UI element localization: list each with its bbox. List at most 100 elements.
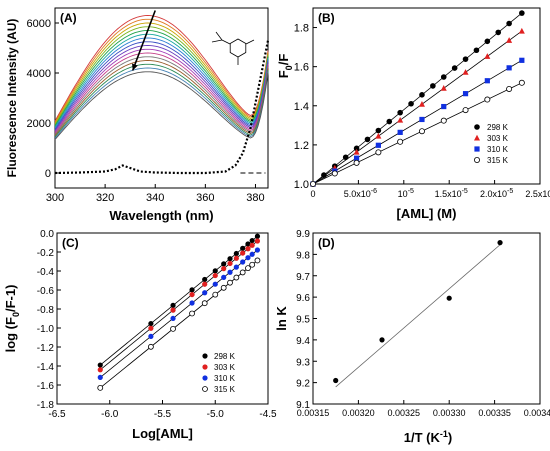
legend-label: 303 K xyxy=(487,134,509,143)
data-point xyxy=(97,367,103,373)
y-tick-label: 9.2 xyxy=(296,379,310,390)
x-axis-label-part: -1 xyxy=(440,429,448,439)
legend-label: 315 K xyxy=(487,156,509,165)
data-point xyxy=(212,291,219,298)
y-tick-label: 1.0 xyxy=(294,179,309,191)
data-point xyxy=(375,149,382,156)
data-point xyxy=(189,287,195,293)
y-axis-label-part: log (F xyxy=(3,317,18,352)
data-point xyxy=(397,116,404,123)
data-point xyxy=(227,260,233,267)
x-tick-label: -5.0 xyxy=(207,409,225,420)
spectrum-curve xyxy=(54,52,269,134)
tick-exp: -6 xyxy=(371,188,377,195)
data-point xyxy=(506,65,512,71)
data-point xyxy=(333,377,339,384)
x-tick-label: 0.00320 xyxy=(342,408,375,418)
x-axis-label: Log[AML] xyxy=(132,426,193,441)
panel-label: (C) xyxy=(62,236,79,250)
bond xyxy=(215,31,223,41)
legend-marker xyxy=(202,353,208,359)
data-point xyxy=(189,300,195,306)
x-axis-label: Wavelength (nm) xyxy=(109,208,213,223)
tick-exp: -5 xyxy=(462,188,468,195)
data-point xyxy=(462,91,469,97)
data-point xyxy=(202,276,208,283)
data-point xyxy=(254,233,261,239)
legend-label: 315 K xyxy=(214,385,236,394)
data-point xyxy=(221,266,227,272)
data-point xyxy=(254,247,261,253)
y-tick-label: 4000 xyxy=(27,68,51,80)
data-point xyxy=(375,132,382,139)
tick-base: 10 xyxy=(398,189,408,199)
data-point xyxy=(239,269,246,276)
data-point xyxy=(148,325,154,331)
data-point xyxy=(519,57,525,63)
x-tick-label: 0.00315 xyxy=(297,408,330,418)
tick-base: 1.5x10 xyxy=(435,189,462,199)
y-tick-label: -1.0 xyxy=(37,324,55,335)
data-point xyxy=(473,47,480,54)
data-point xyxy=(227,279,233,286)
spectrum-curve xyxy=(54,48,269,133)
x-tick-label: 0.00340 xyxy=(524,408,550,418)
data-point xyxy=(249,261,256,268)
x-tick-label: 300 xyxy=(46,192,64,204)
x-tick-label: 320 xyxy=(96,192,114,204)
data-point xyxy=(170,325,176,332)
data-point xyxy=(201,300,208,307)
legend-marker xyxy=(202,386,208,392)
data-point xyxy=(240,245,246,251)
x-tick-label: 0.00330 xyxy=(433,408,466,418)
panel-label: (A) xyxy=(60,11,77,25)
data-point xyxy=(148,333,154,339)
x-tick-label: 0.00335 xyxy=(478,408,511,418)
y-axis-label: log (F0/F-1) xyxy=(3,285,21,353)
quench-arrow-head xyxy=(132,63,138,71)
tick-base: 5.0x10 xyxy=(344,189,371,199)
fit-line xyxy=(335,244,501,388)
bond xyxy=(211,39,223,43)
data-point xyxy=(397,109,403,116)
data-point xyxy=(397,129,403,135)
data-point xyxy=(227,256,233,262)
data-point xyxy=(375,142,381,148)
x-tick-label: 1.5x10-5 xyxy=(435,188,468,199)
data-point xyxy=(233,264,239,270)
data-point xyxy=(254,238,261,244)
data-point xyxy=(519,10,525,16)
data-point xyxy=(233,255,239,261)
legend-marker xyxy=(474,146,480,152)
spectrum-curve xyxy=(54,26,269,125)
x-tick-label: 10-5 xyxy=(398,188,414,199)
tick-base: 2.5x10 xyxy=(525,189,550,199)
y-tick-label: -1.4 xyxy=(37,362,55,373)
data-point xyxy=(379,337,385,343)
data-point xyxy=(245,265,251,272)
drug-only-curve xyxy=(54,40,270,175)
x-tick-label: 0.00325 xyxy=(388,408,421,418)
y-tick-label: 9.9 xyxy=(296,229,310,240)
x-tick-label: -5.5 xyxy=(154,409,172,420)
spectrum-curve xyxy=(54,18,269,123)
data-point xyxy=(484,78,490,84)
spectrum-curve xyxy=(54,56,269,135)
legend-label: 298 K xyxy=(487,123,509,132)
y-tick-label: -0.4 xyxy=(37,267,55,278)
data-point xyxy=(212,272,218,279)
data-point xyxy=(170,307,176,313)
data-point xyxy=(418,128,425,135)
data-point xyxy=(240,250,246,256)
data-point xyxy=(506,20,512,27)
spectrum-curve xyxy=(54,22,269,124)
spectrum-curve xyxy=(54,67,269,139)
x-tick-label: -4.5 xyxy=(259,409,277,420)
data-point xyxy=(430,83,436,89)
data-point xyxy=(462,56,469,62)
data-point xyxy=(441,103,447,110)
panel-label: (D) xyxy=(318,236,335,250)
data-point xyxy=(353,159,360,166)
data-point xyxy=(245,241,251,247)
data-point xyxy=(353,148,360,155)
